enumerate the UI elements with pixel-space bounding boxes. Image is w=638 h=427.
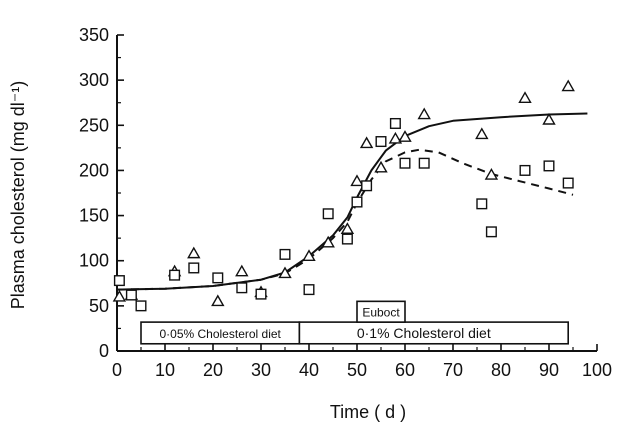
triangle-point	[359, 136, 374, 149]
x-tick-label: 60	[395, 360, 415, 380]
y-tick-label: 100	[79, 251, 109, 271]
triangle-point	[417, 107, 431, 120]
triangle-point	[398, 130, 412, 142]
square-point	[135, 300, 147, 312]
triangle-point	[112, 289, 127, 302]
square-point	[341, 233, 353, 245]
x-tick-label: 40	[299, 360, 319, 380]
square-point	[255, 288, 267, 300]
y-tick-label: 200	[79, 160, 109, 180]
y-tick-label: 300	[79, 70, 109, 90]
square-point	[279, 248, 291, 260]
axes: 0 50 100 150 200 250 300 350 0 10 20 30 40 50 60 70 80 90…	[79, 25, 612, 380]
square-point	[418, 157, 430, 169]
square-point	[399, 157, 411, 169]
square-point	[188, 262, 200, 274]
square-point	[303, 284, 315, 296]
x-tick-label: 50	[347, 360, 367, 380]
x-tick-label: 100	[582, 360, 612, 380]
triangle-point	[321, 235, 335, 248]
square-point	[389, 117, 401, 129]
square-point	[322, 208, 334, 220]
square-point	[375, 136, 387, 148]
square-point	[169, 269, 181, 281]
y-tick-label: 150	[79, 206, 109, 226]
triangle-point	[518, 91, 532, 104]
triangle-point	[484, 168, 499, 180]
square-point	[562, 177, 574, 189]
x-tick-label: 30	[251, 360, 271, 380]
x-tick-label: 90	[539, 360, 559, 380]
x-tick-label: 10	[155, 360, 175, 380]
x-tick-label: 0	[112, 360, 122, 380]
triangle-point	[302, 249, 316, 262]
triangle-point	[542, 112, 556, 125]
data-points	[112, 79, 575, 312]
square-point	[236, 282, 248, 294]
triangle-point	[475, 127, 489, 140]
euboct-box	[356, 300, 406, 323]
triangle-point	[278, 266, 292, 279]
x-axis-title: Time ( d )	[330, 402, 406, 422]
diet-high-label: 0·1% Cholesterol diet	[357, 325, 491, 341]
square-point	[543, 160, 555, 172]
triangle-point	[374, 160, 388, 173]
y-tick-label: 50	[89, 296, 109, 316]
triangle-point	[350, 174, 364, 187]
square-point	[361, 180, 373, 192]
triangle-point	[211, 294, 225, 307]
y-tick-label: 0	[99, 341, 109, 361]
triangle-point	[187, 246, 201, 259]
y-tick-label: 250	[79, 115, 109, 135]
square-point	[113, 275, 125, 287]
triangle-point	[561, 79, 575, 92]
square-point	[519, 164, 531, 176]
euboct-label: Euboct	[362, 306, 400, 320]
x-tick-label: 70	[443, 360, 463, 380]
x-tick-label: 80	[491, 360, 511, 380]
square-point	[485, 226, 497, 238]
triangle-point	[340, 222, 355, 234]
diet-high-box	[298, 321, 569, 345]
square-point	[212, 272, 224, 284]
x-tick-label: 20	[203, 360, 223, 380]
triangle-point	[235, 264, 249, 277]
triangle-point	[388, 131, 403, 144]
square-point	[351, 196, 363, 208]
annotation-boxes: 0·05% Cholesterol diet 0·1% Cholesterol d…	[140, 300, 569, 345]
square-point	[476, 198, 488, 210]
diet-low-label: 0·05% Cholesterol diet	[159, 327, 281, 341]
y-axis-title: Plasma cholesterol (mg dl⁻¹)	[8, 81, 28, 310]
square-point	[125, 289, 137, 301]
y-tick-label: 350	[79, 25, 109, 45]
